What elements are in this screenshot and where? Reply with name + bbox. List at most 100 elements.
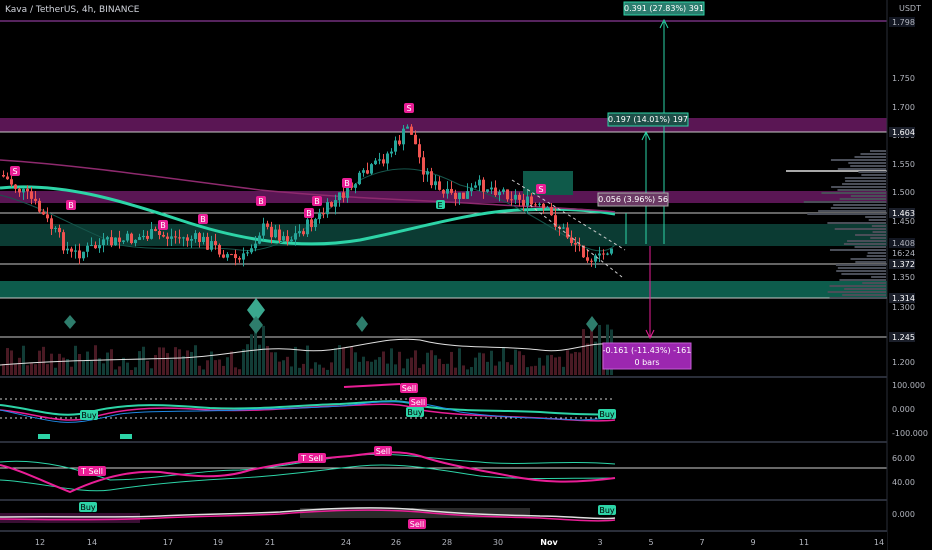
candle-body — [446, 188, 449, 194]
sell-tag-text: Sell — [376, 447, 390, 456]
marker — [38, 434, 50, 439]
volume-bar — [546, 355, 549, 375]
diamond-marker — [247, 298, 265, 322]
buy-tag-text: Buy — [407, 408, 423, 417]
candle-body — [202, 236, 205, 243]
price-axis-bg — [887, 0, 932, 550]
volume-bar — [542, 365, 545, 375]
volume-bar — [246, 344, 249, 375]
candle-body — [570, 237, 573, 243]
candle-body — [178, 237, 181, 239]
profile-bar — [837, 168, 886, 170]
sell-tag-text: T Sell — [300, 454, 323, 463]
volume-bar — [102, 363, 105, 375]
profile-bar — [860, 153, 886, 155]
volume-bar — [486, 361, 489, 375]
candle-body — [170, 236, 173, 239]
sell-tag — [408, 519, 426, 529]
candle-body — [138, 237, 141, 240]
sell-tag-text: T Sell — [80, 467, 103, 476]
candle-body — [414, 134, 417, 145]
indicator-pane-3: Buy Buy Sell — [0, 502, 616, 529]
candle-body — [546, 207, 549, 209]
profile-bar — [829, 249, 886, 251]
profile-bar — [837, 189, 886, 191]
volume-bar — [42, 346, 45, 375]
candle-body — [250, 248, 253, 253]
candle-body — [238, 258, 241, 260]
profile-bar — [862, 282, 886, 284]
candle-body — [262, 223, 265, 236]
profile-bar — [831, 186, 886, 188]
profile-bar — [829, 285, 886, 287]
price-tick: 1.200 — [892, 358, 915, 367]
profile-bar — [830, 207, 886, 209]
profile-bar — [836, 270, 886, 272]
volume-bar — [406, 358, 409, 375]
volume-bar — [554, 357, 557, 375]
profile-bar — [854, 156, 886, 158]
price-tag: 1.245 — [892, 333, 915, 342]
candle-body — [342, 192, 345, 198]
candle-body — [358, 172, 361, 185]
volume-bar — [506, 362, 509, 375]
candle-body — [118, 237, 121, 242]
signal-tag — [158, 220, 168, 230]
candle-body — [158, 231, 161, 235]
candle-body — [282, 236, 285, 241]
volume-bar — [578, 352, 581, 375]
candle-body — [406, 126, 409, 129]
volume-bar — [342, 347, 345, 375]
buy-tag-text: Buy — [599, 410, 615, 419]
volume-bar — [354, 352, 357, 375]
time-axis[interactable]: 12 14 17 19 21 24 26 28 30 Nov 3 5 7 9 1… — [0, 532, 887, 550]
volume-bar — [82, 361, 85, 375]
volume-bar — [30, 362, 33, 375]
marker — [120, 434, 132, 439]
volume-bar — [586, 343, 589, 375]
volume-bar — [338, 345, 341, 375]
volume-bar — [242, 349, 245, 375]
currency-label: USDT — [899, 4, 921, 13]
candle-body — [458, 192, 461, 199]
volume-bar — [138, 351, 141, 375]
sell-tag-text: Sell — [402, 384, 416, 393]
candle-body — [162, 234, 165, 237]
volume-bar — [562, 366, 565, 375]
profile-bar — [835, 264, 886, 266]
candle-body — [190, 239, 193, 241]
candle-body — [554, 215, 557, 227]
volume-bar — [222, 365, 225, 375]
candlestick-series — [2, 124, 613, 269]
price-axis[interactable]: USDT 1.750 1.700 1.650 1.550 1.500 1.450… — [886, 0, 932, 550]
candle-body — [366, 170, 369, 174]
buy-tag-text: Buy — [80, 503, 96, 512]
time-tick: 12 — [35, 538, 45, 547]
candle-body — [54, 227, 57, 229]
candle-body — [470, 187, 473, 192]
signal-tag-text: E — [437, 201, 442, 210]
price-tick: 1.750 — [892, 74, 915, 83]
profile-bar — [866, 255, 886, 257]
volume-bar — [566, 350, 569, 375]
profile-bar — [850, 258, 886, 260]
profile-bar — [865, 216, 886, 218]
volume-bar — [350, 346, 353, 375]
profile-bar — [843, 243, 886, 245]
volume-bar — [458, 348, 461, 375]
candle-body — [134, 239, 137, 244]
volume-bar — [494, 365, 497, 375]
time-tick: 26 — [391, 538, 401, 547]
candle-body — [474, 185, 477, 188]
candle-body — [82, 251, 85, 259]
volume-bar — [74, 345, 77, 375]
divergence-line — [343, 383, 401, 388]
profile-bar — [855, 234, 886, 236]
arrow-down-icon — [645, 329, 655, 340]
volume-bar — [122, 357, 125, 375]
candle-body — [594, 255, 597, 262]
histogram-area — [0, 513, 140, 523]
volume-bar — [26, 365, 29, 375]
candle-body — [338, 192, 341, 201]
